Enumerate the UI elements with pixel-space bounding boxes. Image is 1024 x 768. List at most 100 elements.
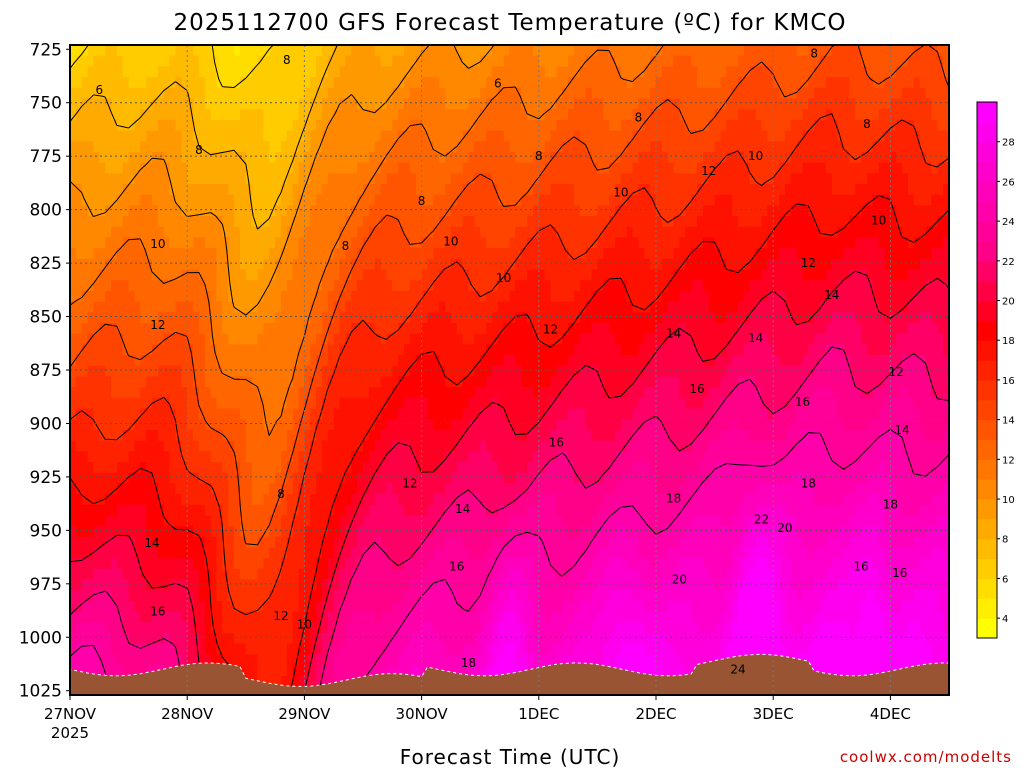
field-cell	[116, 194, 124, 206]
field-cell	[374, 643, 382, 655]
field-cell	[251, 322, 259, 335]
field-cell	[386, 109, 393, 121]
field-cell	[263, 665, 270, 677]
field-cell	[398, 451, 405, 463]
field-cell	[439, 141, 446, 153]
field-cell	[392, 151, 399, 164]
field-cell	[216, 440, 223, 452]
field-cell	[298, 675, 305, 688]
field-cell	[222, 504, 229, 516]
field-cell	[474, 216, 481, 228]
field-cell	[128, 526, 136, 538]
field-cell	[486, 643, 493, 655]
field-cell	[486, 119, 493, 132]
field-cell	[527, 558, 534, 570]
field-cell	[497, 547, 505, 559]
field-cell	[532, 183, 540, 196]
field-cell	[398, 419, 405, 431]
field-cell	[75, 622, 83, 634]
field-cell	[409, 173, 417, 185]
field-cell	[263, 536, 270, 549]
field-cell	[480, 183, 487, 196]
field-cell	[275, 173, 282, 185]
field-cell	[321, 451, 329, 463]
field-cell	[486, 611, 493, 623]
field-cell	[175, 173, 182, 185]
field-cell	[527, 87, 534, 100]
field-cell	[398, 130, 405, 142]
field-cell	[187, 333, 194, 345]
field-cell	[386, 269, 393, 281]
field-cell	[532, 387, 540, 399]
field-cell	[269, 504, 276, 516]
field-cell	[345, 66, 352, 78]
field-cell	[286, 119, 294, 132]
field-cell	[257, 429, 264, 442]
field-cell	[380, 536, 388, 549]
field-cell	[521, 344, 528, 356]
field-cell	[532, 333, 540, 345]
field-cell	[152, 333, 159, 345]
field-cell	[368, 290, 376, 303]
field-cell	[193, 365, 200, 378]
field-cell	[210, 515, 218, 527]
field-cell	[392, 162, 399, 174]
field-cell	[333, 344, 341, 356]
field-cell	[474, 162, 481, 174]
field-cell	[532, 194, 540, 206]
field-cell	[75, 665, 83, 677]
field-cell	[392, 344, 399, 356]
field-cell	[122, 419, 130, 431]
field-cell	[333, 665, 341, 677]
field-cell	[532, 408, 540, 420]
field-cell	[234, 515, 241, 527]
field-cell	[392, 632, 399, 645]
field-cell	[286, 632, 294, 645]
field-cell	[404, 344, 411, 356]
field-cell	[304, 622, 311, 634]
field-cell	[93, 600, 100, 613]
field-cell	[175, 494, 182, 506]
field-cell	[216, 429, 223, 442]
field-cell	[462, 151, 470, 164]
field-cell	[462, 119, 470, 132]
field-cell	[116, 590, 124, 602]
field-cell	[163, 183, 171, 196]
field-cell	[169, 579, 177, 591]
field-cell	[427, 622, 434, 634]
field-cell	[81, 141, 89, 153]
field-cell	[386, 440, 393, 452]
field-cell	[491, 151, 499, 164]
field-cell	[275, 387, 282, 399]
field-cell	[368, 376, 376, 388]
field-cell	[497, 600, 505, 613]
field-cell	[146, 600, 153, 613]
field-cell	[122, 483, 130, 495]
field-cell	[257, 419, 264, 431]
field-cell	[486, 483, 493, 495]
field-cell	[433, 526, 440, 538]
field-cell	[433, 408, 440, 420]
field-cell	[404, 258, 411, 271]
field-cell	[280, 376, 288, 388]
field-cell	[163, 440, 171, 452]
field-cell	[445, 258, 452, 271]
field-cell	[439, 494, 446, 506]
field-cell	[527, 183, 534, 196]
field-cell	[245, 237, 253, 249]
field-cell	[433, 119, 440, 132]
field-cell	[286, 87, 294, 100]
field-cell	[263, 45, 270, 57]
field-cell	[503, 344, 511, 356]
field-cell	[152, 66, 159, 78]
field-cell	[404, 579, 411, 591]
field-cell	[116, 344, 124, 356]
field-cell	[316, 205, 323, 217]
field-cell	[228, 558, 235, 570]
field-cell	[99, 472, 106, 484]
field-cell	[445, 451, 452, 463]
field-cell	[134, 312, 141, 324]
field-cell	[474, 590, 481, 602]
field-cell	[497, 55, 505, 67]
field-cell	[333, 312, 341, 324]
